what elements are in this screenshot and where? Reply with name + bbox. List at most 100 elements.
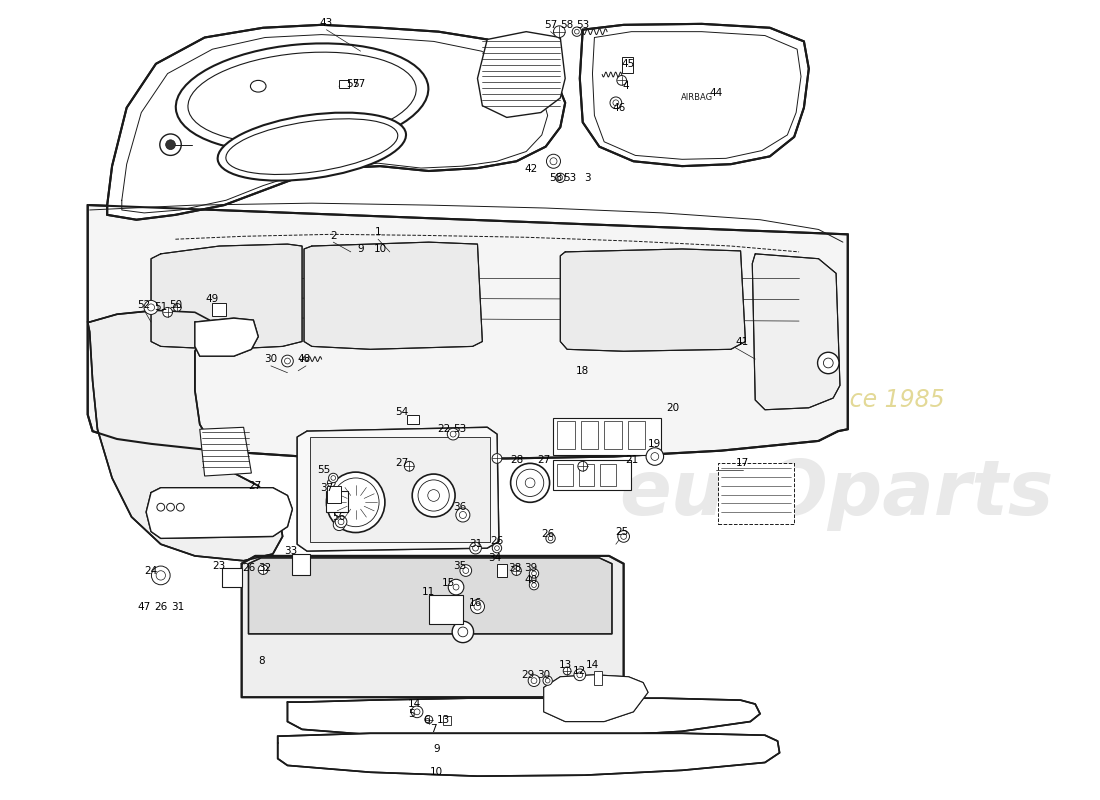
Ellipse shape [449,579,464,595]
Text: 34: 34 [488,553,502,563]
Ellipse shape [405,462,414,471]
Text: 19: 19 [648,439,661,449]
Ellipse shape [492,454,502,463]
Text: 50: 50 [168,299,182,310]
Polygon shape [88,205,848,458]
Ellipse shape [152,566,170,585]
Ellipse shape [144,301,158,314]
Text: a passion for cars since 1985: a passion for cars since 1985 [600,388,945,412]
Ellipse shape [157,503,165,511]
Ellipse shape [495,546,499,550]
Ellipse shape [176,43,428,153]
Ellipse shape [473,545,478,551]
Text: 6: 6 [424,714,430,725]
Ellipse shape [493,543,502,553]
Polygon shape [752,254,840,410]
Text: 14: 14 [407,699,421,709]
Ellipse shape [618,530,629,542]
Ellipse shape [414,709,420,714]
Ellipse shape [331,476,335,480]
Ellipse shape [327,472,385,533]
Ellipse shape [166,140,175,150]
Text: 44: 44 [710,88,723,98]
Ellipse shape [258,565,268,574]
Ellipse shape [531,571,537,576]
Text: 27: 27 [395,458,408,468]
Ellipse shape [510,463,550,502]
Bar [553,418,661,454]
Polygon shape [477,32,565,118]
Text: 2: 2 [330,231,337,242]
Text: 27: 27 [537,455,550,466]
Ellipse shape [474,603,481,610]
Text: 1: 1 [375,227,382,238]
Text: 4: 4 [623,82,629,91]
Ellipse shape [528,674,540,686]
Ellipse shape [336,516,346,528]
Ellipse shape [610,97,621,109]
Ellipse shape [817,352,839,374]
Ellipse shape [548,536,553,541]
Bar [579,464,594,486]
Text: 38: 38 [508,562,521,573]
Text: 5: 5 [408,709,415,718]
Text: 43: 43 [320,18,333,28]
Ellipse shape [333,519,345,530]
Text: 41: 41 [736,337,749,346]
Ellipse shape [563,667,571,674]
Text: 29: 29 [521,670,535,680]
Text: 3: 3 [584,173,591,183]
Ellipse shape [450,431,456,437]
Ellipse shape [572,27,582,36]
Bar [558,464,573,486]
Ellipse shape [338,519,344,525]
Polygon shape [88,310,283,561]
Text: 42: 42 [525,164,538,174]
Text: 30: 30 [264,354,277,364]
Text: 57: 57 [352,79,365,90]
Ellipse shape [460,511,466,518]
Ellipse shape [617,75,627,86]
Ellipse shape [428,490,440,502]
Text: 27: 27 [249,481,262,490]
Text: 28: 28 [509,455,524,466]
Text: 45: 45 [621,59,635,69]
Ellipse shape [448,428,459,440]
Bar [328,486,341,503]
Polygon shape [151,244,302,350]
Text: 40: 40 [525,575,538,586]
Text: 7: 7 [430,724,437,734]
Ellipse shape [471,599,484,614]
Ellipse shape [620,534,627,539]
Ellipse shape [160,134,182,155]
Text: 10: 10 [430,767,443,778]
Ellipse shape [452,622,474,642]
Text: 26: 26 [491,536,504,546]
Text: 37: 37 [320,482,333,493]
Text: 10: 10 [374,244,386,254]
Text: 53: 53 [576,20,590,30]
Ellipse shape [531,678,537,683]
Ellipse shape [574,30,580,34]
Ellipse shape [218,113,406,181]
Ellipse shape [613,100,619,106]
Ellipse shape [525,478,535,488]
Ellipse shape [546,678,550,683]
Bar [310,437,491,542]
Text: 25: 25 [615,526,628,537]
Text: 31: 31 [469,539,482,550]
Ellipse shape [463,568,469,574]
Text: 13: 13 [559,660,572,670]
Text: 13: 13 [437,714,450,725]
Ellipse shape [458,627,468,637]
Ellipse shape [328,479,336,486]
Text: eurOparts: eurOparts [619,457,1054,530]
Polygon shape [107,25,565,220]
Text: 57: 57 [543,20,558,30]
Ellipse shape [418,480,449,511]
Ellipse shape [646,448,663,466]
Text: 15: 15 [441,578,455,588]
Text: 26: 26 [242,562,255,573]
Text: 52: 52 [138,299,151,310]
Ellipse shape [282,355,294,367]
